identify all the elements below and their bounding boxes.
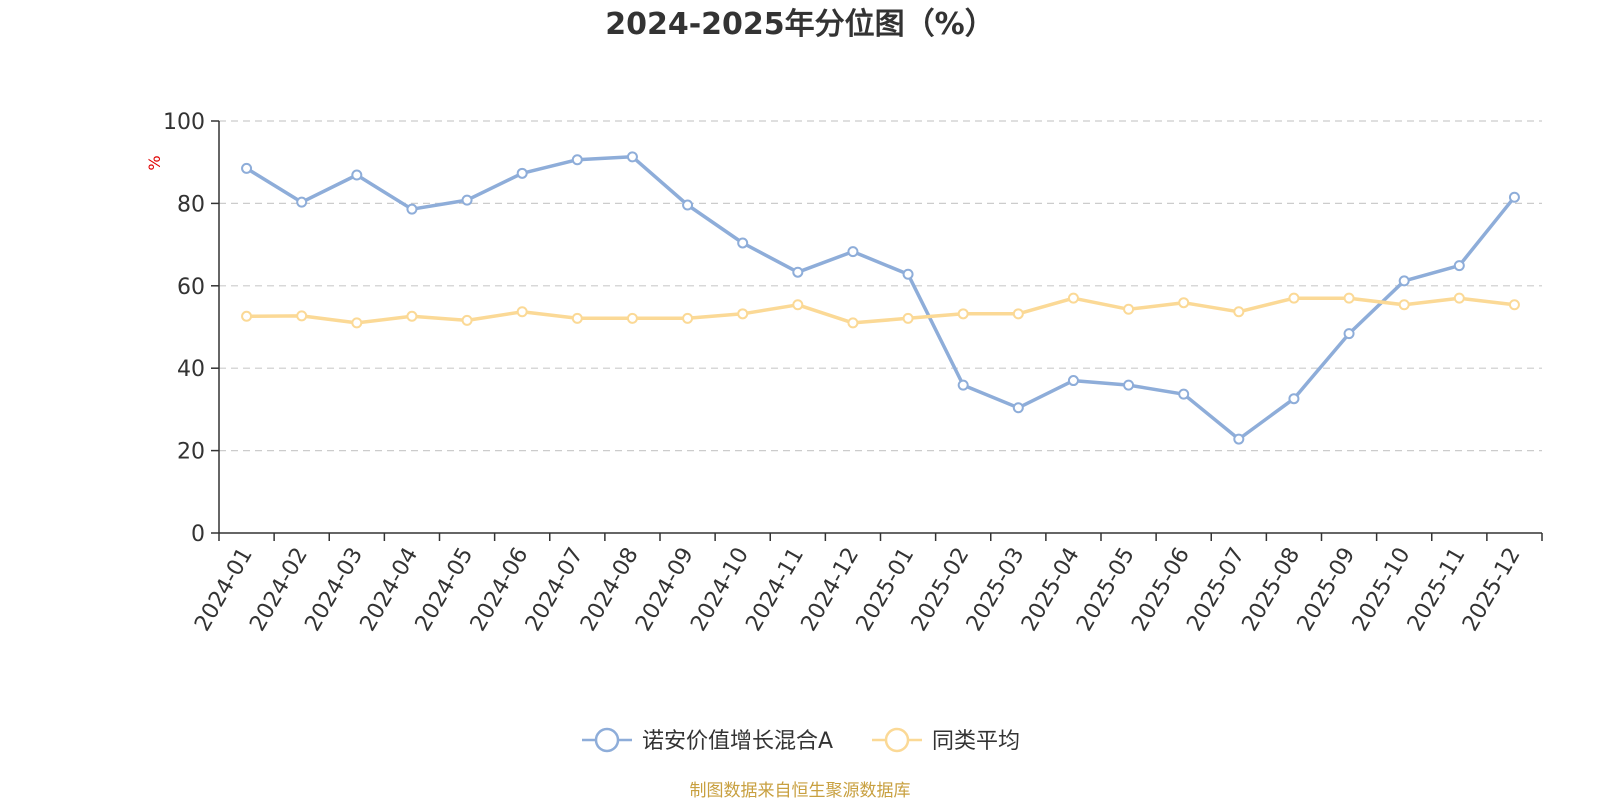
series-0-point[interactable]: [957, 379, 969, 391]
grid-lines: [219, 120, 1542, 452]
series-0-point[interactable]: [1343, 328, 1355, 340]
series-1-point[interactable]: [1398, 299, 1410, 311]
series-0-point[interactable]: [792, 266, 804, 278]
series-1-point[interactable]: [1233, 306, 1245, 318]
legend-item-0[interactable]: 诺安价值增长混合A: [582, 727, 833, 754]
series-0-point[interactable]: [682, 199, 694, 211]
series-0-point[interactable]: [1178, 388, 1190, 400]
series-1-point[interactable]: [957, 308, 969, 320]
series-1-point[interactable]: [1288, 292, 1300, 304]
series-line-1: [246, 296, 1515, 325]
legend-marker-icon: [594, 727, 620, 753]
x-tick-labels: 2024-012024-022024-032024-042024-052024-…: [190, 544, 1525, 636]
legend-label: 同类平均: [932, 729, 1020, 754]
axes: [211, 120, 1543, 541]
series-0-point[interactable]: [847, 246, 859, 258]
series-0-point[interactable]: [1398, 275, 1410, 287]
y-tick-label: 60: [177, 275, 205, 300]
series-0-point[interactable]: [737, 237, 749, 249]
series-0-point[interactable]: [1508, 191, 1520, 203]
series-0-point[interactable]: [571, 154, 583, 166]
legend[interactable]: 诺安价值增长混合A 同类平均: [582, 727, 1020, 754]
series-1-point[interactable]: [1453, 292, 1465, 304]
series-1-point[interactable]: [461, 314, 473, 326]
series-1-point[interactable]: [1123, 303, 1135, 315]
series-1-point[interactable]: [1067, 292, 1079, 304]
series-0-point[interactable]: [241, 162, 253, 174]
series-1-point[interactable]: [737, 308, 749, 320]
series-0-point[interactable]: [626, 151, 638, 163]
series-layer: [241, 151, 1520, 445]
series-1-point[interactable]: [847, 317, 859, 329]
y-tick-label: 100: [163, 110, 205, 135]
series-1-point[interactable]: [516, 306, 528, 318]
y-axis-label: %: [145, 155, 164, 170]
legend-marker-icon: [884, 727, 910, 753]
series-0-point[interactable]: [351, 169, 363, 181]
y-tick-label: 40: [177, 357, 205, 382]
y-tick-label: 0: [191, 522, 205, 547]
series-1-point[interactable]: [406, 310, 418, 322]
y-tick-label: 80: [177, 192, 205, 217]
chart-title: 2024-2025年分位图（%）: [605, 7, 995, 42]
legend-label: 诺安价值增长混合A: [642, 729, 833, 754]
series-0-point[interactable]: [902, 268, 914, 280]
legend-item-1[interactable]: 同类平均: [872, 727, 1020, 754]
series-1-point[interactable]: [1178, 297, 1190, 309]
series-0-point[interactable]: [296, 196, 308, 208]
data-source-note: 制图数据来自恒生聚源数据库: [690, 781, 911, 800]
y-tick-label: 20: [177, 440, 205, 465]
series-1-point[interactable]: [571, 312, 583, 324]
series-1-point[interactable]: [1012, 308, 1024, 320]
series-1-point[interactable]: [626, 312, 638, 324]
series-0-point[interactable]: [461, 194, 473, 206]
series-0-point[interactable]: [1233, 433, 1245, 445]
series-0-point[interactable]: [1123, 379, 1135, 391]
series-0-point[interactable]: [1012, 402, 1024, 414]
series-line-0: [245, 155, 1516, 441]
series-1-point[interactable]: [902, 312, 914, 324]
series-1-point[interactable]: [351, 317, 363, 329]
y-tick-labels: 0 20 40 60 80 100: [163, 110, 205, 547]
series-0-point[interactable]: [1288, 393, 1300, 405]
series-0-point[interactable]: [1453, 260, 1465, 272]
series-0-point[interactable]: [406, 203, 418, 215]
series-0-point[interactable]: [516, 167, 528, 179]
series-1-point[interactable]: [296, 310, 308, 322]
series-0-point[interactable]: [1067, 375, 1079, 387]
series-1-point[interactable]: [241, 310, 253, 322]
series-1-point[interactable]: [1343, 292, 1355, 304]
series-1-point[interactable]: [792, 299, 804, 311]
series-1-point[interactable]: [1508, 299, 1520, 311]
series-1-point[interactable]: [682, 312, 694, 324]
